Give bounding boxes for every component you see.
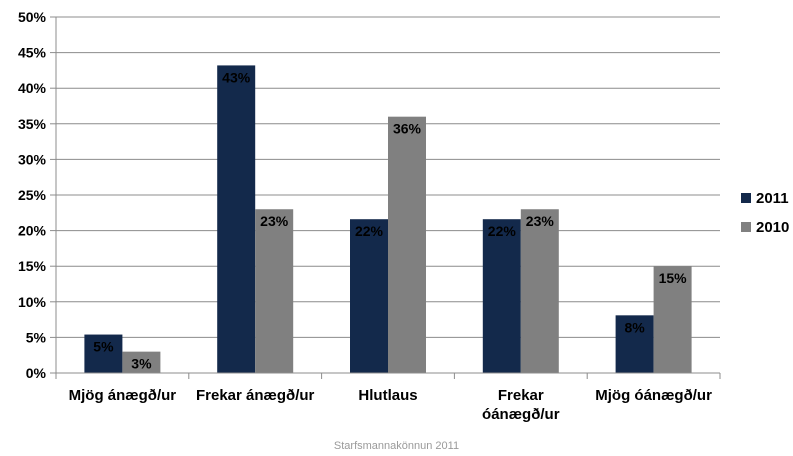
bar	[482, 219, 521, 373]
bar-chart: 5% 3% 43% 23% 22% 36% 22% 23% 8% 15% 0% 5% 10% 15% 20…	[18, 9, 789, 423]
y-tick-label: 30%	[18, 151, 47, 167]
y-tick-label: 0%	[26, 365, 47, 381]
legend-label: 2010	[756, 219, 789, 236]
data-label: 3%	[131, 356, 152, 372]
x-tick-label: óánægð/ur	[482, 406, 560, 423]
data-label: 22%	[488, 223, 517, 239]
data-label: 15%	[659, 270, 688, 286]
legend-swatch	[741, 222, 751, 232]
bar	[653, 266, 692, 373]
axes: 0% 5% 10% 15% 20% 25% 30% 35% 40% 45% 50% Mjög ánæg…	[18, 9, 721, 423]
bar	[615, 315, 654, 373]
bar	[217, 65, 256, 373]
bar	[350, 219, 388, 373]
data-label: 43%	[222, 69, 251, 85]
data-label: 8%	[624, 319, 645, 335]
y-tick-label: 45%	[18, 45, 47, 61]
y-tick-label: 5%	[26, 329, 47, 345]
bar	[122, 351, 161, 373]
x-tick-label: Hlutlaus	[358, 387, 417, 404]
bar	[84, 334, 123, 373]
y-tick-label: 50%	[18, 9, 47, 25]
x-tick-label: Frekar ánægð/ur	[196, 387, 315, 404]
x-tick-label: Mjög ánægð/ur	[69, 387, 177, 404]
data-label: 23%	[260, 213, 289, 229]
x-tick-label: Mjög óánægð/ur	[595, 387, 712, 404]
legend-swatch	[741, 193, 751, 203]
data-label: 22%	[355, 223, 384, 239]
y-tick-label: 25%	[18, 187, 47, 203]
bar	[520, 209, 559, 373]
bar	[388, 116, 426, 374]
data-label: 36%	[393, 121, 422, 137]
y-tick-label: 10%	[18, 294, 47, 310]
y-tick-label: 20%	[18, 223, 47, 239]
x-tick-label: Frekar	[498, 387, 544, 404]
y-tick-label: 15%	[18, 258, 47, 274]
y-tick-label: 35%	[18, 116, 47, 132]
bar	[255, 209, 294, 373]
legend: 2011 2010	[741, 190, 789, 236]
footer-text: Starfsmannakönnun 2011	[333, 440, 460, 452]
data-label: 23%	[526, 213, 555, 229]
legend-label: 2011	[756, 190, 789, 207]
bars: 5% 3% 43% 23% 22% 36% 22% 23% 8% 15%	[84, 65, 692, 374]
data-label: 5%	[93, 339, 114, 355]
y-tick-label: 40%	[18, 80, 47, 96]
